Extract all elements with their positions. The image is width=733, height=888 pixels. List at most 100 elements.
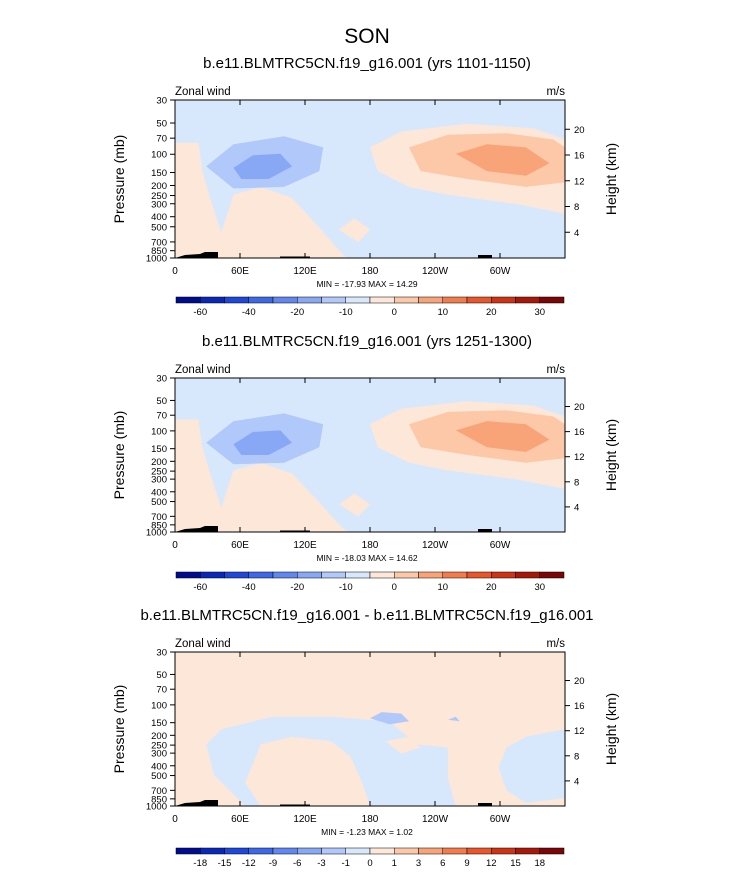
x-tick-label: 0: [172, 814, 178, 825]
contour-region: [455, 144, 550, 176]
y-tick-label: 250: [151, 467, 167, 478]
contour-region: [233, 430, 292, 455]
colorbar-box: [394, 571, 419, 579]
terrain: [280, 804, 310, 806]
y-tick-label: 1000: [146, 802, 167, 813]
colorbar-box: [175, 296, 201, 304]
contour-region: [221, 462, 347, 532]
y-tick-label: 500: [151, 222, 167, 233]
colorbar-box: [321, 847, 346, 855]
terrain: [280, 530, 310, 532]
colorbar-label: 15: [510, 858, 521, 869]
y-tick-label: 200: [151, 731, 167, 742]
contour-region: [385, 736, 421, 754]
x-tick-label: 60E: [231, 814, 249, 825]
colorbar-label: 30: [534, 307, 545, 318]
y-tick-label: 400: [151, 761, 167, 772]
colorbar-label: -12: [242, 858, 256, 869]
terrain: [175, 800, 218, 806]
y2-tick-label: 12: [574, 176, 585, 187]
colorbar-box: [248, 296, 274, 304]
colorbar-box: [272, 847, 298, 855]
figure-title: SON: [344, 25, 390, 48]
colorbar-box: [491, 296, 516, 304]
colorbar-label: 20: [486, 582, 497, 593]
colorbar-label: 20: [486, 307, 497, 318]
y-axis-label: Pressure (mb): [111, 135, 127, 224]
x-tick-label: 0: [172, 540, 178, 551]
y-tick-label: 1000: [146, 528, 167, 539]
y-tick-label: 500: [151, 771, 167, 782]
colorbar-box: [321, 296, 346, 304]
x-tick-label: 0: [172, 266, 178, 277]
colorbar-box: [418, 571, 443, 579]
y-tick-label: 850: [151, 246, 167, 257]
terrain: [175, 526, 218, 532]
y-tick-label: 150: [151, 444, 167, 455]
colorbar-label: -40: [242, 582, 256, 593]
y-tick-label: 300: [151, 749, 167, 760]
y-tick-label: 200: [151, 457, 167, 468]
colorbar-box: [418, 847, 443, 855]
colorbar-label: 0: [392, 582, 397, 593]
units-label: m/s: [546, 364, 565, 376]
colorbar-box: [515, 847, 540, 855]
colorbar-label: -60: [193, 307, 207, 318]
terrain: [478, 529, 492, 532]
y-tick-label: 200: [151, 181, 167, 192]
colorbar-box: [248, 847, 274, 855]
variable-label: Zonal wind: [175, 364, 231, 376]
colorbar-box: [297, 847, 322, 855]
colorbar-label: 6: [440, 858, 445, 869]
y-tick-label: 400: [151, 212, 167, 223]
y-tick-label: 250: [151, 191, 167, 202]
y2-axis-label: Height (km): [603, 419, 619, 491]
colorbar-box: [248, 571, 274, 579]
y2-tick-label: 16: [574, 427, 585, 438]
colorbar-label: -6: [293, 858, 301, 869]
units-label: m/s: [546, 638, 565, 650]
y2-tick-label: 8: [574, 751, 579, 762]
colorbar-box: [466, 571, 492, 579]
y-tick-label: 700: [151, 237, 167, 248]
min-max-stats: MIN = -17.93 MAX = 14.29: [316, 279, 417, 289]
colorbar-label: -20: [290, 582, 304, 593]
colorbar-label: 9: [464, 858, 469, 869]
y-tick-label: 300: [151, 475, 167, 486]
colorbar-label: -1: [342, 858, 350, 869]
colorbar-label: -60: [193, 582, 207, 593]
colorbar-label: 1: [392, 858, 397, 869]
y2-tick-label: 4: [574, 776, 579, 787]
y-tick-label: 150: [151, 718, 167, 729]
y-tick-label: 50: [156, 396, 167, 407]
y-tick-label: 50: [156, 119, 167, 130]
colorbar-label: -3: [317, 858, 325, 869]
variable-label: Zonal wind: [175, 86, 231, 98]
x-tick-label: 180: [362, 540, 379, 551]
x-tick-label: 120W: [422, 540, 449, 551]
colorbar-box: [224, 571, 249, 579]
y-tick-label: 850: [151, 794, 167, 805]
colorbar-box: [175, 571, 201, 579]
y-tick-label: 700: [151, 512, 167, 523]
y-tick-label: 30: [156, 96, 167, 107]
y2-tick-label: 16: [574, 151, 585, 162]
y-tick-label: 500: [151, 497, 167, 508]
colorbar-box: [491, 571, 516, 579]
terrain: [280, 256, 310, 258]
colorbar-label: -9: [269, 858, 277, 869]
y-tick-label: 400: [151, 487, 167, 498]
colorbar-box: [515, 571, 540, 579]
contour-region: [338, 493, 370, 517]
contour-region: [175, 419, 246, 532]
y2-tick-label: 20: [574, 676, 585, 687]
terrain: [175, 252, 218, 258]
units-label: m/s: [546, 86, 565, 98]
colorbar-box: [369, 571, 395, 579]
y-axis-label: Pressure (mb): [111, 685, 127, 774]
y-tick-label: 70: [156, 685, 167, 696]
colorbar-box: [200, 847, 225, 855]
colorbar-box: [394, 296, 419, 304]
colorbar-label: 0: [367, 858, 372, 869]
